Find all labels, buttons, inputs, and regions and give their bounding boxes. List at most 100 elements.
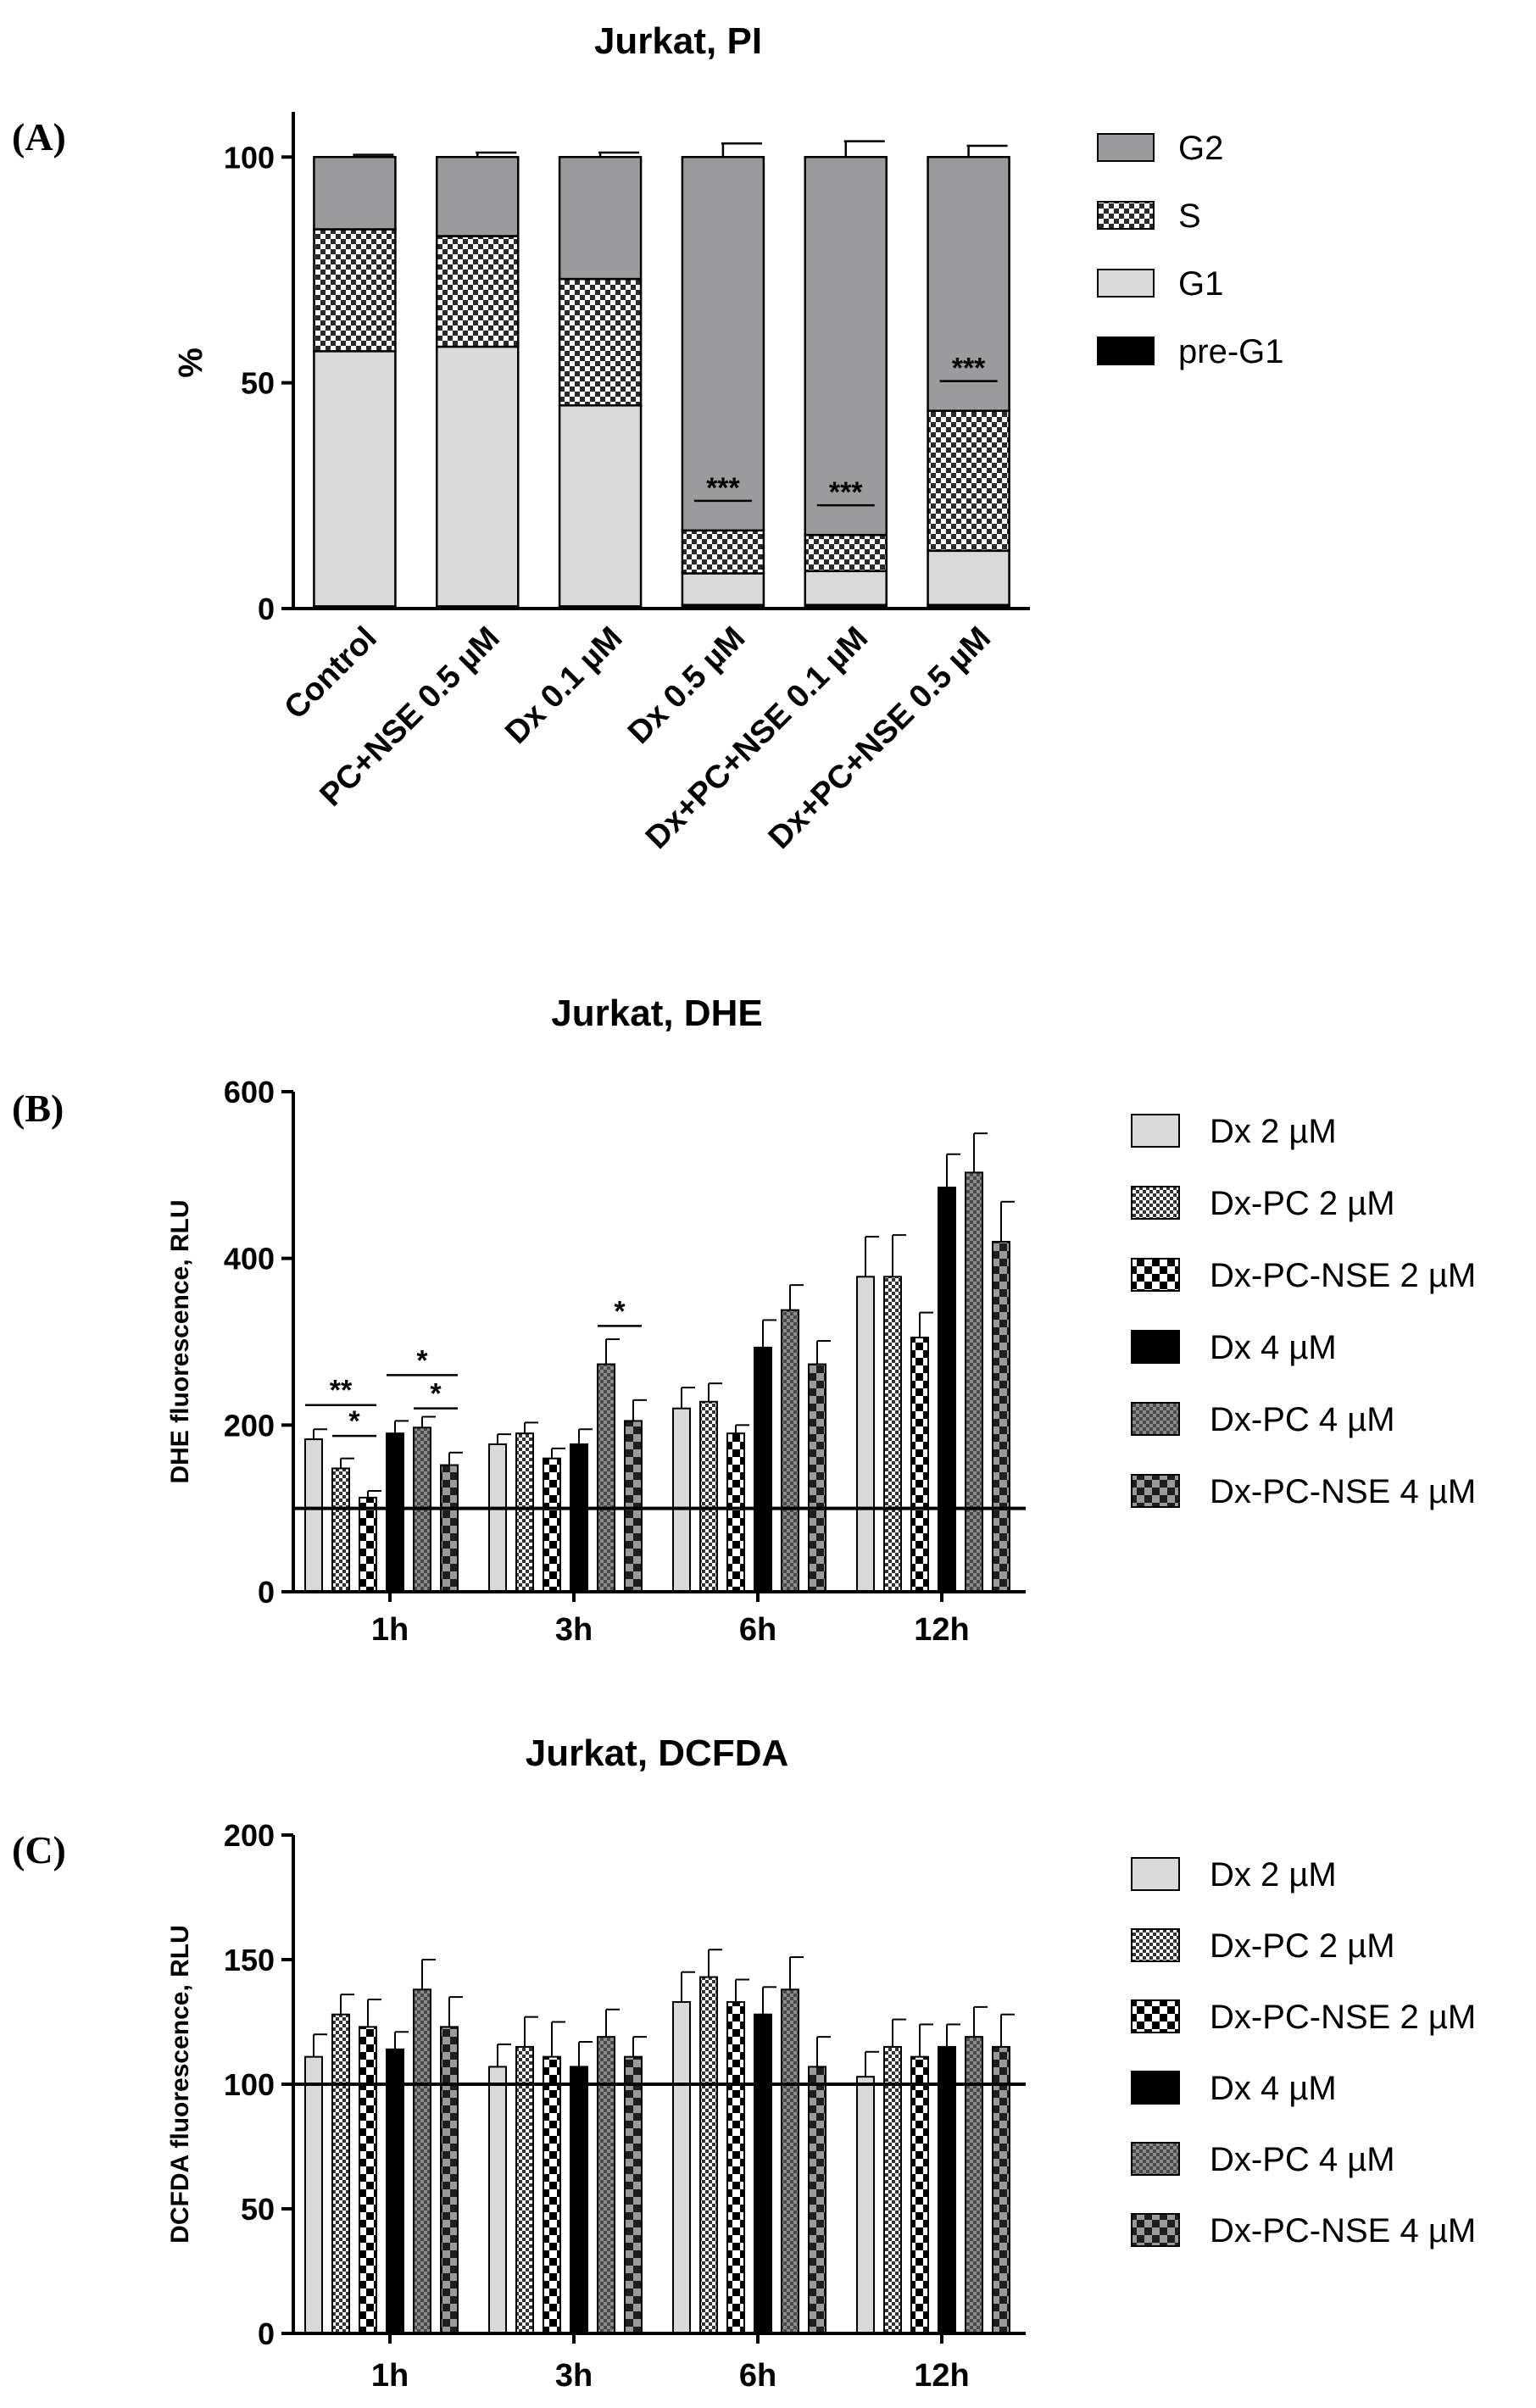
- panel-b-dhe-chart: Jurkat, DHE (B) DHE fluorescence, RLU 1h 3h 6…: [12, 993, 1476, 1648]
- bar-dx-pc-nse-4-um: [808, 2066, 826, 2334]
- bar-dx-2-um: [856, 2076, 875, 2334]
- legend-label: Dx 4 µM: [1210, 2070, 1337, 2107]
- bar-dx-pc-2-um: [331, 1467, 350, 1593]
- legend-swatch-dx-pc-nse-2-um: [1131, 1999, 1180, 2033]
- bar-dx-pc-nse-2-um: [359, 1496, 377, 1593]
- bar-dx-pc-nse-4-um: [992, 2045, 1010, 2334]
- x-tick-label: Dx+PC+NSE 0.1 µM: [639, 620, 875, 856]
- bar-segment-g1: [436, 345, 520, 608]
- bar-dx-pc-nse-2-um: [910, 2055, 929, 2334]
- bar-dx-2-um: [304, 2055, 323, 2334]
- bar-segment-g1: [681, 572, 765, 606]
- bar-dx-pc-4-um: [597, 1363, 615, 1593]
- chart-title: Jurkat, DCFDA: [526, 1732, 789, 1774]
- bar-dx-pc-nse-4-um: [440, 2026, 459, 2334]
- y-tick-label: 50: [241, 2192, 275, 2227]
- bar-segment-g1: [927, 549, 1010, 606]
- panel-label: (A): [12, 115, 66, 158]
- panel-label: (C): [12, 1828, 66, 1871]
- bar-dx-4-um: [754, 2013, 772, 2334]
- legend-swatch-s: [1097, 201, 1155, 230]
- y-tick-label: 0: [258, 2316, 275, 2351]
- bar-dx-pc-4-um: [965, 2036, 983, 2334]
- bar-dx-2-um: [856, 1276, 875, 1593]
- bar-dx-pc-2-um: [515, 1432, 534, 1593]
- legend-swatch-dx-pc-4-um: [1131, 2142, 1180, 2176]
- y-tick-label: 0: [258, 1575, 275, 1610]
- legend-label: pre-G1: [1178, 333, 1284, 370]
- x-tick-label: 12h: [914, 2358, 969, 2394]
- y-tick-label: 50: [241, 366, 275, 401]
- bar-dx-pc-nse-2-um: [359, 2026, 377, 2334]
- bar-dx-pc-2-um: [883, 2045, 902, 2334]
- bar-dx-pc-4-um: [781, 1309, 799, 1593]
- bar-segment-g2: [804, 156, 888, 537]
- legend-swatch-dx-pc-4-um: [1131, 1402, 1180, 1436]
- y-axis-label: DCFDA fluorescence, RLU: [166, 1925, 194, 2244]
- legend-swatch-dx-pc-nse-4-um: [1131, 2213, 1180, 2247]
- x-tick-label: 1h: [371, 1612, 409, 1648]
- y-tick-label: 200: [224, 1818, 275, 1853]
- y-axis-label: %: [172, 348, 209, 378]
- bar-dx-pc-nse-2-um: [726, 2000, 745, 2334]
- bar-segment-s: [681, 529, 765, 575]
- x-tick-label: Dx 0.5 µM: [621, 620, 752, 751]
- bar-segment-s: [313, 228, 397, 353]
- y-tick-label: 200: [224, 1408, 275, 1443]
- significance-mark: ***: [952, 353, 986, 385]
- legend-label: Dx-PC-NSE 2 µM: [1210, 1999, 1476, 2036]
- bar-dx-4-um: [570, 2066, 588, 2334]
- significance-mark: ***: [829, 476, 863, 509]
- bar-dx-4-um: [386, 2048, 404, 2335]
- bar-dx-2-um: [672, 2000, 691, 2334]
- significance-mark: **: [330, 1375, 353, 1407]
- y-tick-label: 100: [224, 2067, 275, 2102]
- legend-swatch-dx-2-um: [1131, 1114, 1180, 1148]
- legend-label: Dx 2 µM: [1210, 1113, 1337, 1150]
- y-tick-label: 150: [224, 1943, 275, 1977]
- legend-swatch-dx-4-um: [1131, 2071, 1180, 2105]
- legend-label: Dx 2 µM: [1210, 1856, 1337, 1894]
- bar-dx-pc-2-um: [699, 1976, 718, 2335]
- bar-dx-pc-nse-4-um: [624, 1420, 643, 1593]
- bar-dx-2-um: [488, 1443, 507, 1593]
- bar-segment-s: [436, 235, 520, 348]
- legend-label: Dx-PC-NSE 2 µM: [1210, 1257, 1476, 1294]
- bar-segment-g1: [804, 570, 888, 606]
- legend-swatch-g1: [1097, 269, 1155, 298]
- bar-segment-g2: [436, 156, 520, 237]
- legend-swatch-g2: [1097, 133, 1155, 162]
- legend-swatch-pre-g1: [1097, 336, 1155, 365]
- panel-c-dcfda-chart: Jurkat, DCFDA (C) DCFDA fluorescence, RLU 1…: [12, 1732, 1476, 2394]
- significance-mark: *: [614, 1295, 626, 1327]
- bar-dx-4-um: [938, 2045, 956, 2334]
- bar-segment-g2: [681, 156, 765, 532]
- x-tick-label: Dx 0.1 µM: [498, 620, 629, 751]
- x-tick-label: Dx+PC+NSE 0.5 µM: [762, 620, 998, 856]
- bar-dx-2-um: [304, 1438, 323, 1593]
- x-tick-label: 12h: [914, 1612, 969, 1648]
- bar-dx-pc-4-um: [965, 1171, 983, 1593]
- x-tick-label: 3h: [555, 1612, 593, 1648]
- legend-label: S: [1178, 197, 1201, 235]
- bar-dx-pc-nse-4-um: [808, 1363, 826, 1593]
- legend-swatch-dx-pc-nse-4-um: [1131, 1474, 1180, 1508]
- legend-label: Dx-PC 2 µM: [1210, 1927, 1395, 1965]
- legend-label: Dx-PC-NSE 4 µM: [1210, 2212, 1476, 2250]
- bar-dx-pc-4-um: [413, 1988, 431, 2335]
- legend-swatch-dx-pc-2-um: [1131, 1928, 1180, 1962]
- bar-dx-pc-nse-2-um: [543, 2055, 561, 2334]
- bar-dx-pc-nse-2-um: [543, 1457, 561, 1593]
- x-tick-label: 6h: [739, 2358, 776, 2394]
- bar-dx-pc-4-um: [781, 1988, 799, 2335]
- bar-dx-pc-nse-2-um: [726, 1432, 745, 1593]
- bar-dx-4-um: [570, 1443, 588, 1593]
- legend-label: Dx 4 µM: [1210, 1329, 1337, 1366]
- bar-dx-pc-2-um: [883, 1276, 902, 1593]
- significance-mark: *: [416, 1344, 428, 1376]
- bar-dx-4-um: [938, 1187, 956, 1593]
- bar-dx-pc-2-um: [331, 2013, 350, 2334]
- y-tick-label: 0: [258, 592, 275, 626]
